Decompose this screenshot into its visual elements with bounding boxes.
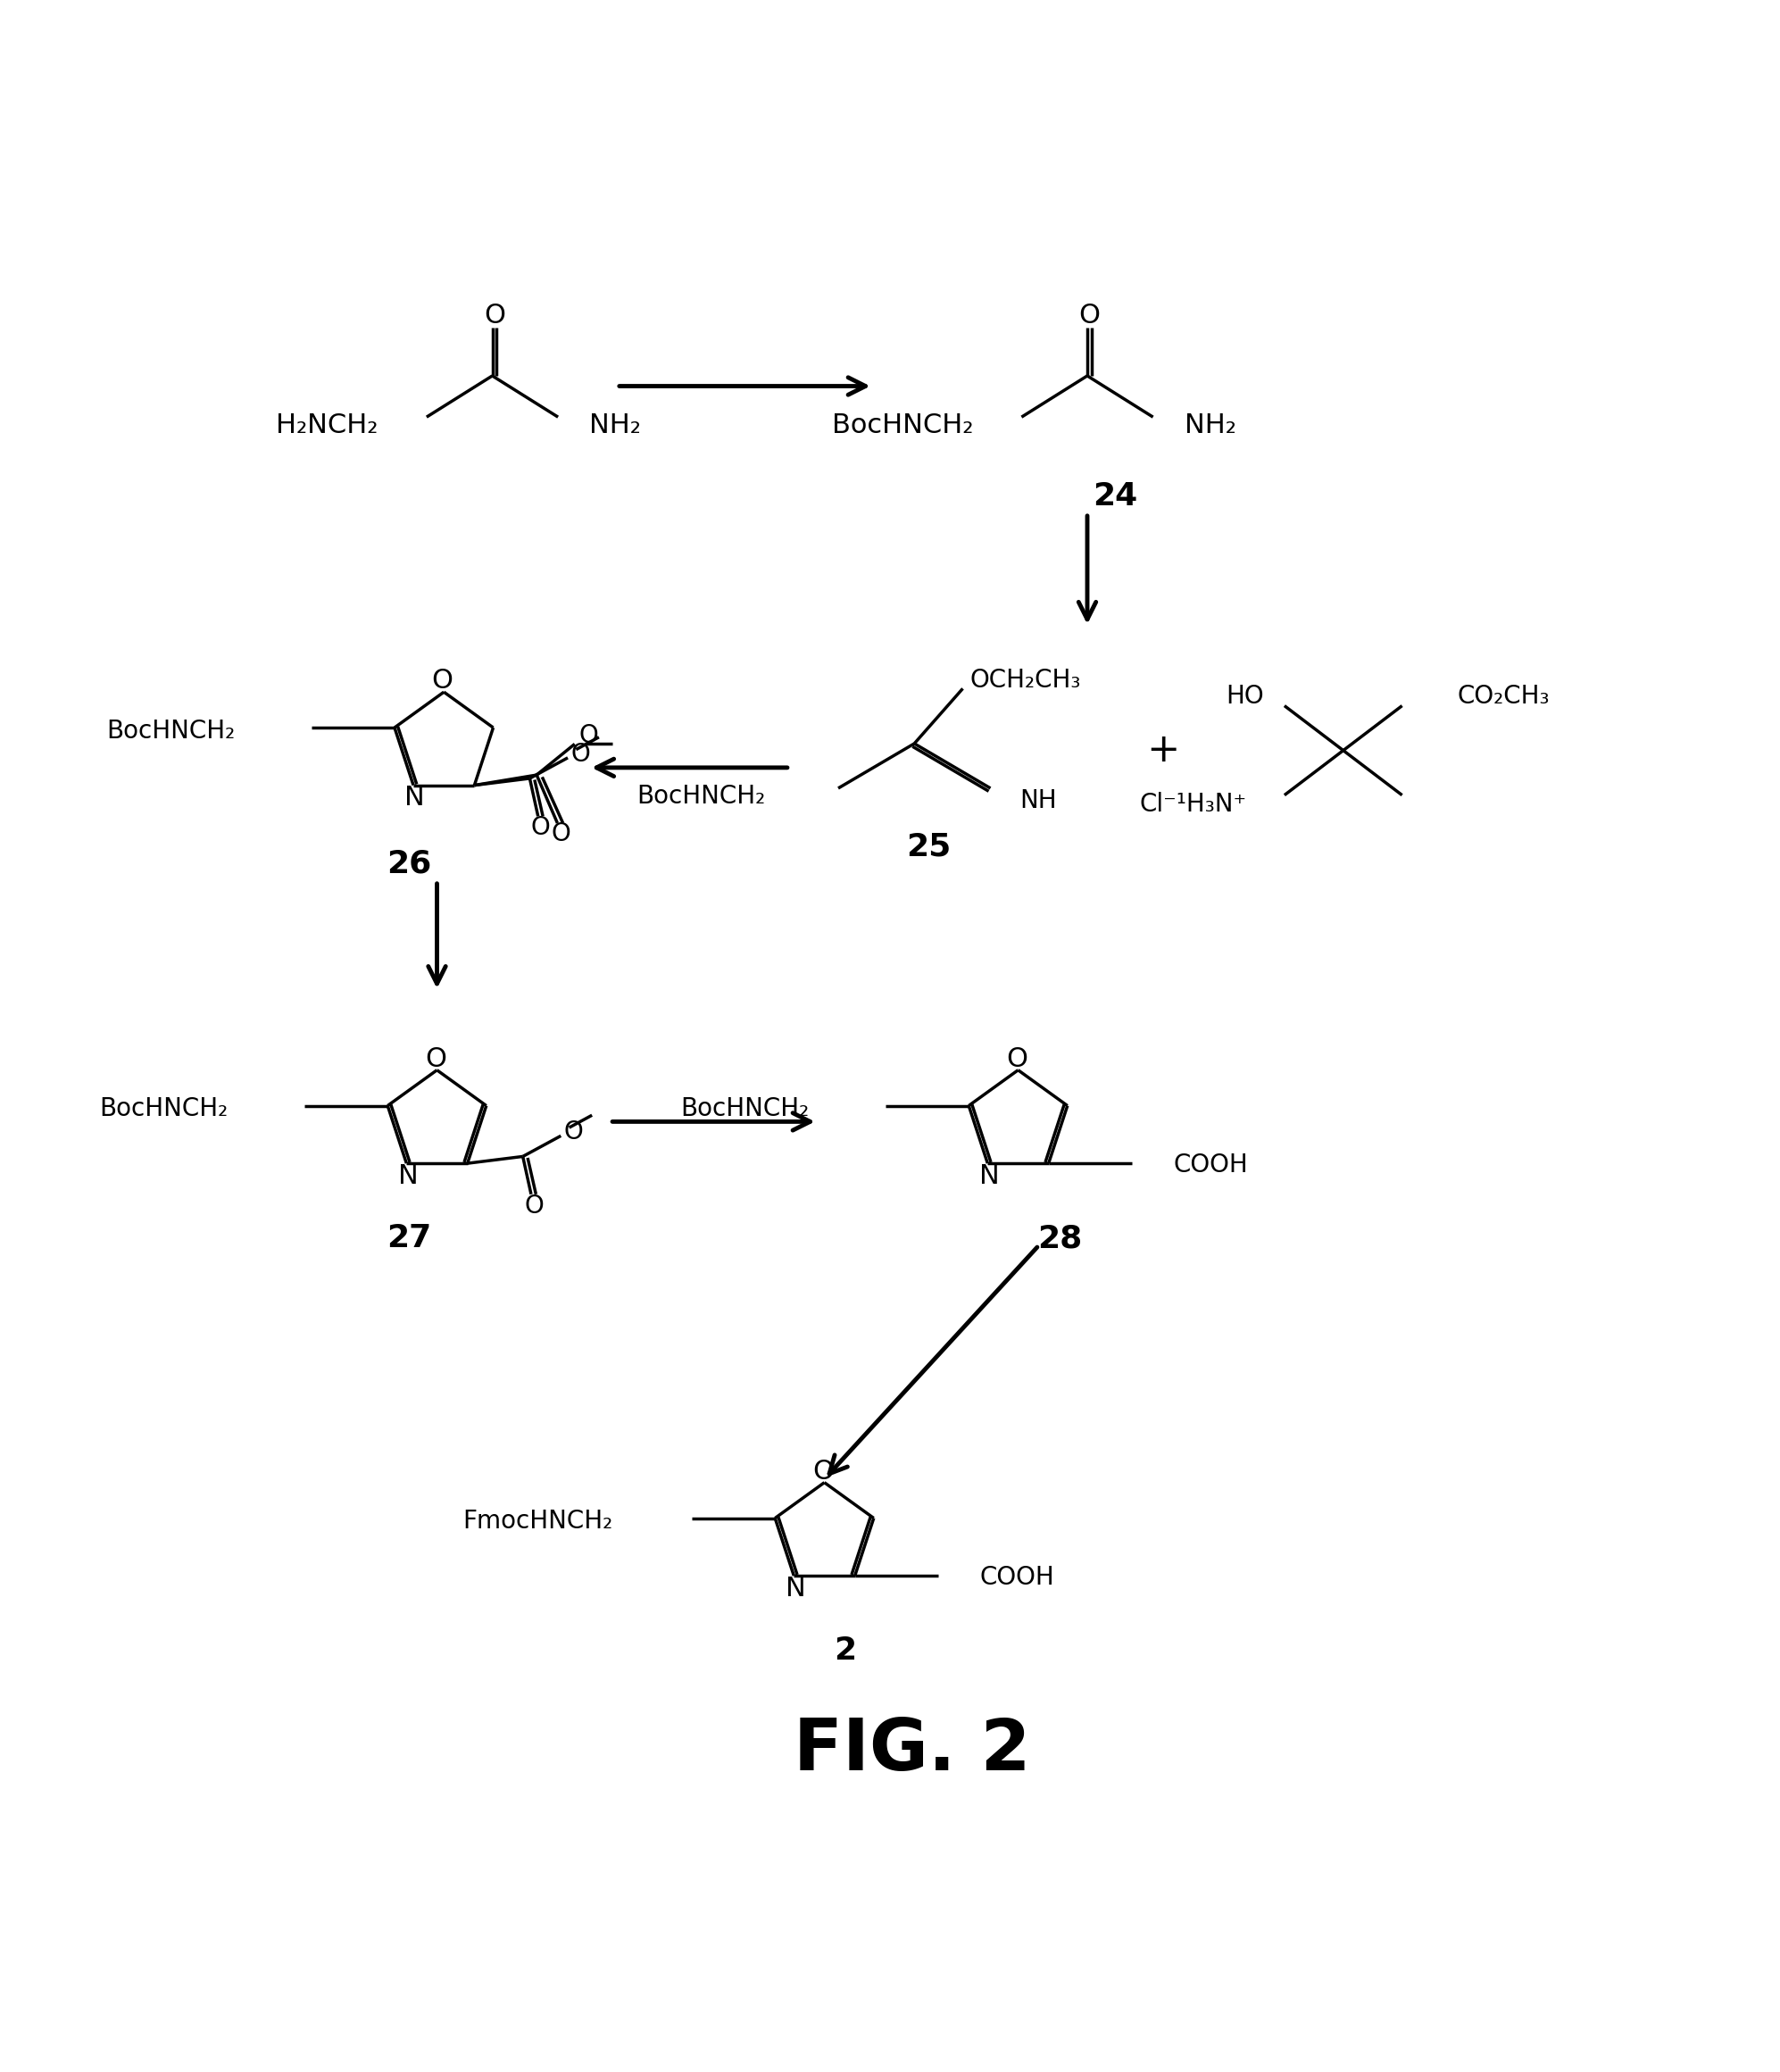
Text: O: O bbox=[1006, 1046, 1027, 1071]
Text: NH₂: NH₂ bbox=[589, 412, 641, 439]
Text: O: O bbox=[564, 1119, 584, 1146]
Text: 25: 25 bbox=[906, 831, 951, 862]
Text: 24: 24 bbox=[1093, 481, 1137, 512]
Text: H₂NCH₂: H₂NCH₂ bbox=[276, 412, 377, 439]
Text: OCH₂CH₃: OCH₂CH₃ bbox=[970, 667, 1080, 692]
Text: BocHNCH₂: BocHNCH₂ bbox=[107, 719, 235, 744]
Text: N: N bbox=[979, 1162, 999, 1189]
Text: 28: 28 bbox=[1038, 1222, 1082, 1254]
Text: O: O bbox=[1079, 303, 1100, 327]
Text: O: O bbox=[571, 742, 589, 767]
Text: HO: HO bbox=[1226, 684, 1264, 709]
Text: BocHNCH₂: BocHNCH₂ bbox=[100, 1096, 228, 1121]
Text: O: O bbox=[523, 1193, 543, 1218]
Text: N: N bbox=[404, 785, 425, 810]
Text: O: O bbox=[530, 816, 550, 841]
Text: NH₂: NH₂ bbox=[1184, 412, 1235, 439]
Text: BocHNCH₂: BocHNCH₂ bbox=[831, 412, 974, 439]
Text: NH: NH bbox=[1020, 787, 1057, 812]
Text: CO₂CH₃: CO₂CH₃ bbox=[1458, 684, 1550, 709]
Text: O: O bbox=[579, 723, 598, 748]
Text: O: O bbox=[484, 303, 506, 327]
Text: COOH: COOH bbox=[979, 1564, 1054, 1591]
Text: BocHNCH₂: BocHNCH₂ bbox=[682, 1096, 810, 1121]
Text: O: O bbox=[433, 667, 454, 694]
Text: O: O bbox=[425, 1046, 447, 1071]
Text: O: O bbox=[812, 1459, 833, 1484]
Text: 27: 27 bbox=[386, 1222, 433, 1254]
Text: FmocHNCH₂: FmocHNCH₂ bbox=[463, 1508, 612, 1533]
Text: BocHNCH₂: BocHNCH₂ bbox=[637, 783, 765, 808]
Text: 26: 26 bbox=[386, 850, 433, 879]
Text: N: N bbox=[397, 1162, 418, 1189]
Text: N: N bbox=[785, 1575, 805, 1602]
Text: 2: 2 bbox=[833, 1635, 856, 1666]
Text: COOH: COOH bbox=[1173, 1152, 1248, 1177]
Text: +: + bbox=[1146, 731, 1180, 769]
Text: FIG. 2: FIG. 2 bbox=[794, 1716, 1031, 1786]
Text: Cl⁻¹H₃N⁺: Cl⁻¹H₃N⁺ bbox=[1139, 792, 1246, 816]
Text: O: O bbox=[552, 821, 571, 845]
